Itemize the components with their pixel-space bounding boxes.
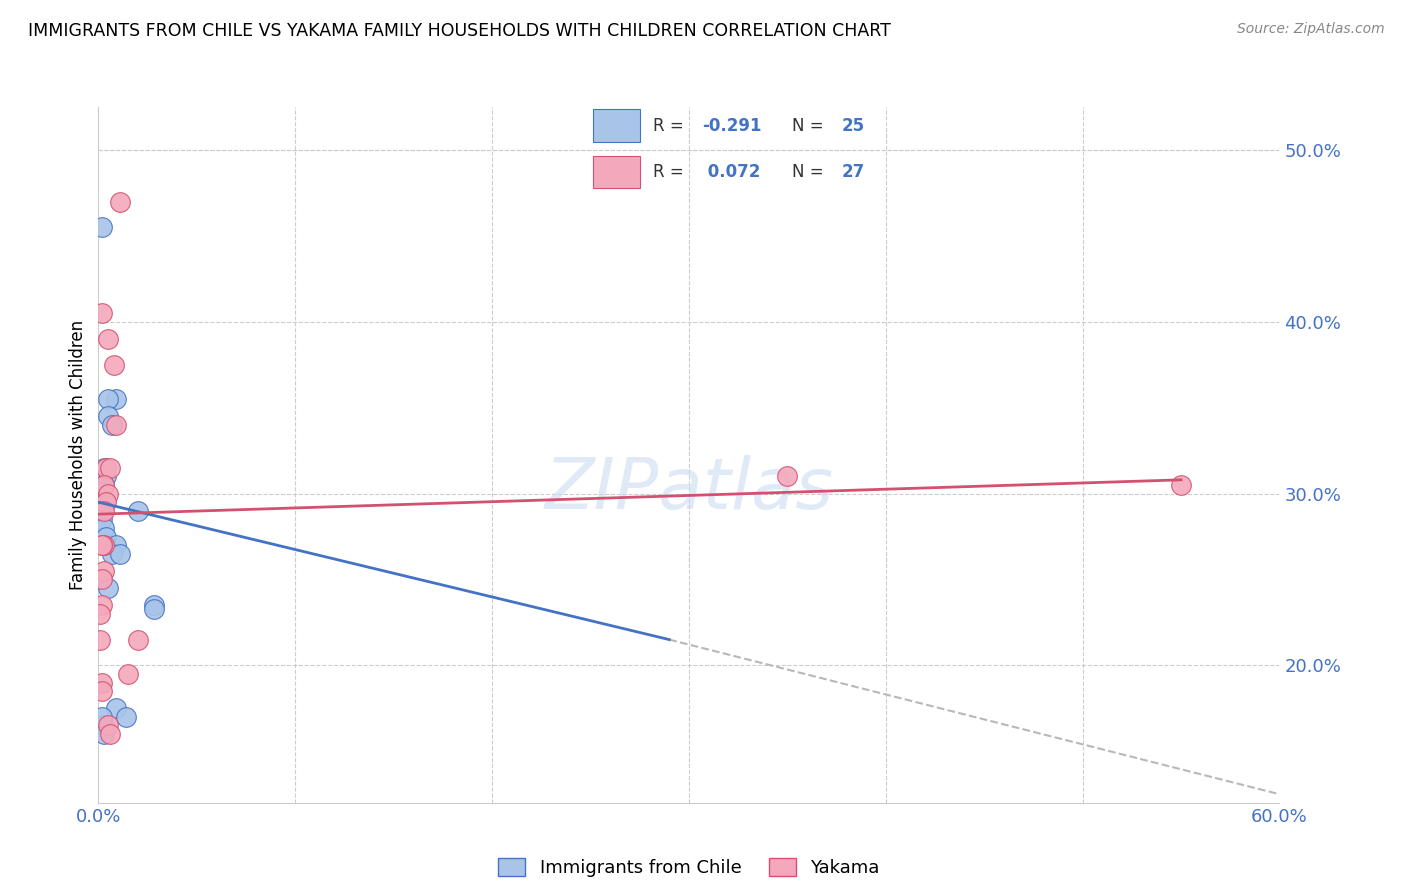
Point bbox=[91, 495, 114, 509]
Point bbox=[93, 564, 115, 578]
Point bbox=[96, 460, 118, 475]
Point bbox=[97, 718, 120, 732]
Text: IMMIGRANTS FROM CHILE VS YAKAMA FAMILY HOUSEHOLDS WITH CHILDREN CORRELATION CHAR: IMMIGRANTS FROM CHILE VS YAKAMA FAMILY H… bbox=[28, 22, 891, 40]
Text: 0.072: 0.072 bbox=[703, 163, 761, 181]
Point bbox=[776, 469, 799, 483]
Point bbox=[97, 409, 120, 424]
Text: N =: N = bbox=[792, 117, 828, 135]
Point bbox=[108, 194, 131, 209]
Bar bbox=[593, 110, 640, 142]
Point bbox=[93, 727, 115, 741]
Point bbox=[91, 710, 114, 724]
Point bbox=[91, 675, 114, 690]
Point bbox=[105, 701, 128, 715]
Point bbox=[96, 469, 118, 483]
Point bbox=[93, 538, 115, 552]
Text: N =: N = bbox=[792, 163, 828, 181]
Point bbox=[97, 392, 120, 406]
Point bbox=[127, 632, 149, 647]
Point bbox=[89, 632, 111, 647]
Point bbox=[91, 220, 114, 235]
Point bbox=[96, 495, 118, 509]
Point bbox=[142, 601, 165, 615]
Point bbox=[108, 547, 131, 561]
Text: Source: ZipAtlas.com: Source: ZipAtlas.com bbox=[1237, 22, 1385, 37]
Legend: Immigrants from Chile, Yakama: Immigrants from Chile, Yakama bbox=[491, 850, 887, 884]
Text: ZIPatlas: ZIPatlas bbox=[544, 455, 834, 524]
Point bbox=[93, 460, 115, 475]
Point bbox=[91, 599, 114, 613]
Point bbox=[98, 727, 121, 741]
Point bbox=[117, 667, 139, 681]
Point bbox=[105, 392, 128, 406]
Point bbox=[93, 478, 115, 492]
Point bbox=[91, 538, 114, 552]
Point bbox=[91, 512, 114, 526]
Point bbox=[97, 486, 120, 500]
Y-axis label: Family Households with Children: Family Households with Children bbox=[69, 320, 87, 590]
Point bbox=[101, 547, 124, 561]
Point bbox=[98, 460, 121, 475]
Text: R =: R = bbox=[652, 163, 689, 181]
Point bbox=[91, 684, 114, 698]
Point bbox=[101, 417, 124, 432]
Point bbox=[96, 529, 118, 543]
Point bbox=[89, 607, 111, 621]
Point bbox=[93, 478, 115, 492]
Text: 27: 27 bbox=[841, 163, 865, 181]
Point bbox=[127, 504, 149, 518]
Point bbox=[89, 504, 111, 518]
Point bbox=[105, 417, 128, 432]
Point bbox=[103, 358, 125, 372]
Text: R =: R = bbox=[652, 117, 689, 135]
Point bbox=[97, 581, 120, 595]
Point bbox=[97, 332, 120, 346]
Text: 25: 25 bbox=[841, 117, 865, 135]
Point bbox=[93, 504, 115, 518]
Point bbox=[91, 573, 114, 587]
Bar bbox=[593, 155, 640, 188]
Point bbox=[93, 718, 115, 732]
Point bbox=[142, 599, 165, 613]
Point bbox=[91, 538, 114, 552]
Point bbox=[91, 306, 114, 320]
Point bbox=[93, 521, 115, 535]
Point bbox=[1170, 478, 1192, 492]
Text: -0.291: -0.291 bbox=[703, 117, 762, 135]
Point bbox=[115, 710, 138, 724]
Point bbox=[105, 538, 128, 552]
